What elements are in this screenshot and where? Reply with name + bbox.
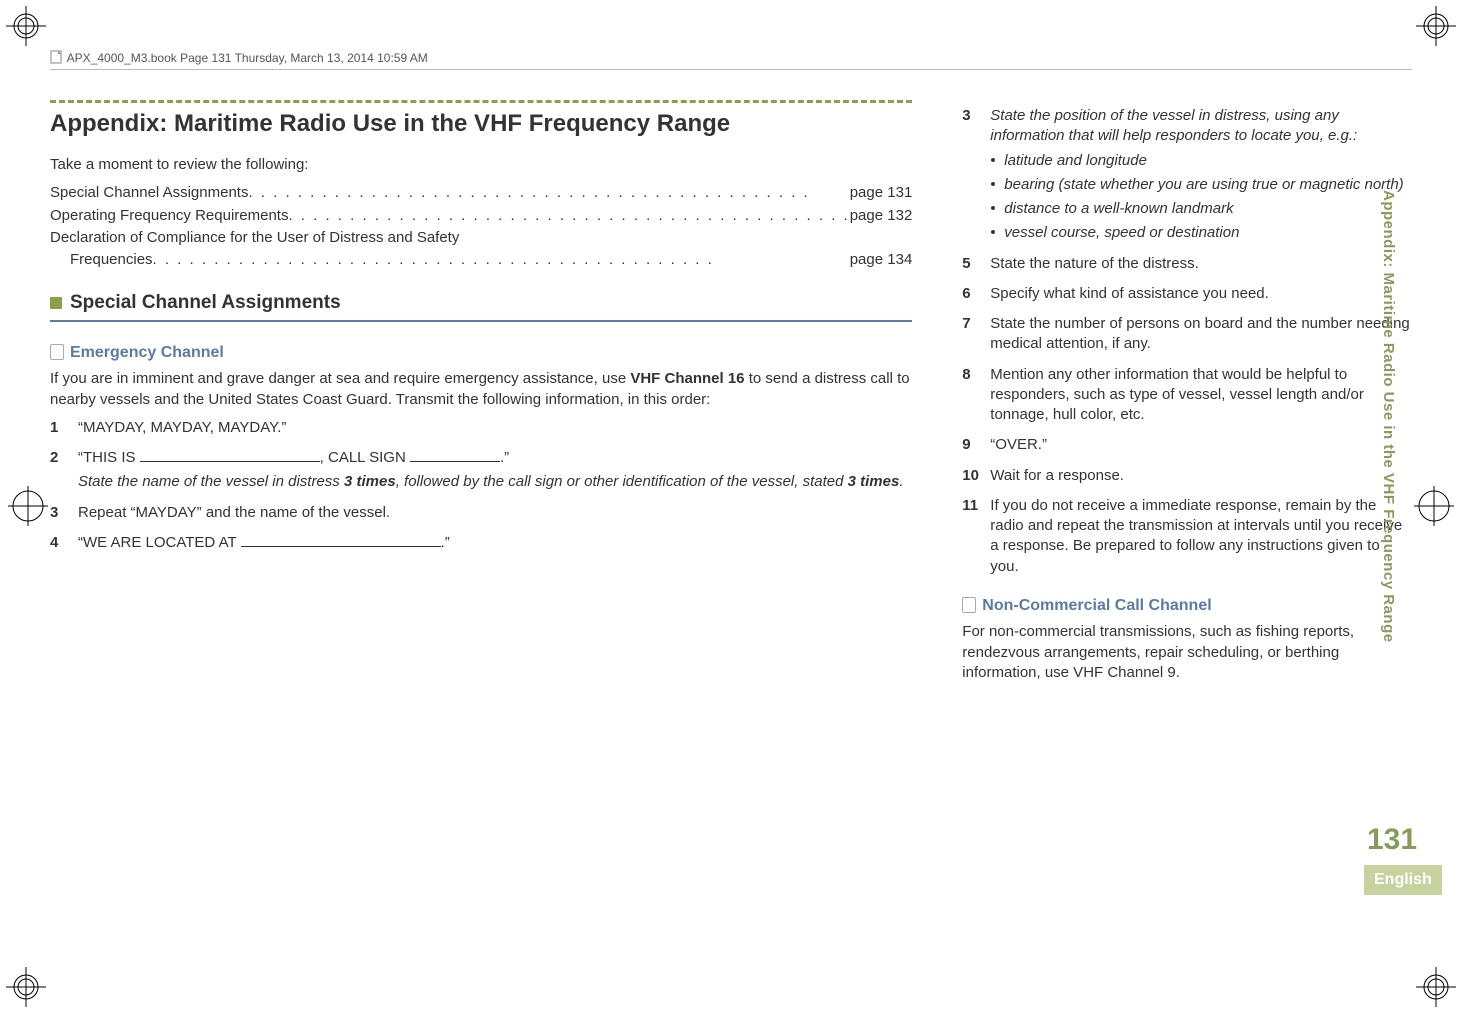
step-9: “OVER.” — [962, 435, 1412, 455]
reg-mark-mid-left — [8, 486, 48, 526]
step-7-text: State the number of persons on board and… — [990, 315, 1409, 352]
blank-field — [241, 546, 441, 547]
blank-field — [140, 461, 320, 462]
step-4-note: State the position of the vessel in dist… — [990, 106, 1412, 147]
section-heading-text: Special Channel Assignments — [70, 290, 341, 316]
side-tab: Appendix: Maritime Radio Use in the VHF … — [1380, 190, 1420, 643]
page-icon — [50, 344, 64, 360]
subhead-emergency: Emergency Channel — [70, 342, 224, 364]
step-7: State the number of persons on board and… — [962, 314, 1412, 355]
toc-item: Special Channel Assignments page 131 — [50, 183, 912, 203]
step-2: “THIS IS , CALL SIGN .” State the name o… — [50, 448, 912, 493]
step-4-bullets: latitude and longitude bearing (state wh… — [990, 151, 1412, 244]
toc: Special Channel Assignments page 131 Ope… — [50, 183, 912, 270]
emergency-para-bold: VHF Channel 16 — [630, 370, 744, 387]
header-rule — [50, 69, 1412, 70]
step-8: Mention any other information that would… — [962, 365, 1412, 426]
square-bullet-icon — [50, 297, 62, 309]
step-11-text: If you do not receive a immediate respon… — [990, 497, 1402, 575]
step-10-text: Wait for a response. — [990, 467, 1124, 484]
bullet-item: vessel course, speed or destination — [990, 223, 1412, 243]
procedure-list-right: State the position of the vessel in dist… — [962, 106, 1412, 244]
toc-page: page 132 — [850, 206, 913, 226]
noncommercial-para: For non-commercial transmissions, such a… — [962, 622, 1412, 683]
reg-mark-mid-right — [1414, 486, 1454, 526]
step-2-note-post: . — [899, 473, 903, 490]
emergency-para: If you are in imminent and grave danger … — [50, 369, 912, 410]
language-label: English — [1364, 865, 1442, 895]
toc-label: Special Channel Assignments — [50, 183, 248, 203]
step-4-continued: State the position of the vessel in dist… — [962, 106, 1412, 244]
bullet-item: distance to a well-known landmark — [990, 199, 1412, 219]
step-2-pre: “THIS IS — [78, 449, 140, 466]
step-2-note-mid: , followed by the call sign or other ide… — [396, 473, 848, 490]
page-number: 131 — [1364, 823, 1420, 857]
step-2-mid: , CALL SIGN — [320, 449, 410, 466]
left-column: Appendix: Maritime Radio Use in the VHF … — [50, 100, 912, 691]
subhead-noncommercial: Non-Commercial Call Channel — [982, 595, 1211, 617]
toc-dots — [153, 250, 850, 270]
running-head: APX_4000_M3.book Page 131 Thursday, Marc… — [50, 50, 1412, 65]
procedure-list-right-cont: State the nature of the distress. Specif… — [962, 254, 1412, 577]
toc-page: page 134 — [850, 250, 913, 270]
section-heading-special-channel: Special Channel Assignments — [50, 290, 912, 322]
reg-mark-bottom-left — [6, 967, 46, 1007]
side-tab-label: Appendix: Maritime Radio Use in the VHF … — [1380, 190, 1397, 643]
running-head-text: APX_4000_M3.book Page 131 Thursday, Marc… — [67, 51, 428, 65]
step-3: Repeat “MAYDAY” and the name of the vess… — [50, 503, 912, 523]
procedure-list-left: “MAYDAY, MAYDAY, MAYDAY.” “THIS IS , CAL… — [50, 418, 912, 553]
bullet-item: latitude and longitude — [990, 151, 1412, 171]
appendix-title: Appendix: Maritime Radio Use in the VHF … — [50, 109, 912, 139]
step-1: “MAYDAY, MAYDAY, MAYDAY.” — [50, 418, 912, 438]
step-2-post: .” — [500, 449, 509, 466]
step-4-pre: “WE ARE LOCATED AT — [78, 534, 241, 551]
toc-item: Frequencies page 134 — [50, 250, 912, 270]
title-dash-rule — [50, 100, 912, 103]
step-8-text: Mention any other information that would… — [990, 366, 1364, 424]
blank-field — [410, 461, 500, 462]
step-6: Specify what kind of assistance you need… — [962, 284, 1412, 304]
step-11: If you do not receive a immediate respon… — [962, 496, 1412, 577]
toc-dots — [248, 183, 849, 203]
step-10: Wait for a response. — [962, 466, 1412, 486]
toc-dots — [288, 206, 849, 226]
step-3-text: Repeat “MAYDAY” and the name of the vess… — [78, 504, 390, 521]
step-2-note-b2: 3 times — [848, 473, 900, 490]
step-2-note: State the name of the vessel in distress… — [78, 472, 912, 492]
toc-page: page 131 — [850, 183, 913, 203]
reg-mark-top-left — [6, 6, 46, 46]
right-column: State the position of the vessel in dist… — [962, 100, 1412, 691]
reg-mark-bottom-right — [1416, 967, 1456, 1007]
step-5: State the nature of the distress. — [962, 254, 1412, 274]
step-4-post: .” — [441, 534, 450, 551]
toc-label: Declaration of Compliance for the User o… — [50, 228, 459, 248]
bullet-item: bearing (state whether you are using tru… — [990, 175, 1412, 195]
page-number-box: 131 English — [1364, 823, 1420, 895]
toc-label: Operating Frequency Requirements — [50, 206, 288, 226]
intro-text: Take a moment to review the following: — [50, 155, 912, 175]
step-2-note-b1: 3 times — [344, 473, 396, 490]
emergency-para-pre: If you are in imminent and grave danger … — [50, 370, 630, 387]
toc-label: Frequencies — [70, 250, 153, 270]
step-2-note-pre: State the name of the vessel in distress — [78, 473, 344, 490]
step-9-text: “OVER.” — [990, 436, 1047, 453]
step-6-text: Specify what kind of assistance you need… — [990, 285, 1269, 302]
toc-item: Declaration of Compliance for the User o… — [50, 228, 912, 248]
step-4: “WE ARE LOCATED AT .” — [50, 533, 912, 553]
step-1-text: “MAYDAY, MAYDAY, MAYDAY.” — [78, 419, 286, 436]
page-icon — [962, 597, 976, 613]
reg-mark-top-right — [1416, 6, 1456, 46]
page-content: APX_4000_M3.book Page 131 Thursday, Marc… — [50, 50, 1412, 963]
toc-item: Operating Frequency Requirements page 13… — [50, 206, 912, 226]
step-5-text: State the nature of the distress. — [990, 255, 1198, 272]
